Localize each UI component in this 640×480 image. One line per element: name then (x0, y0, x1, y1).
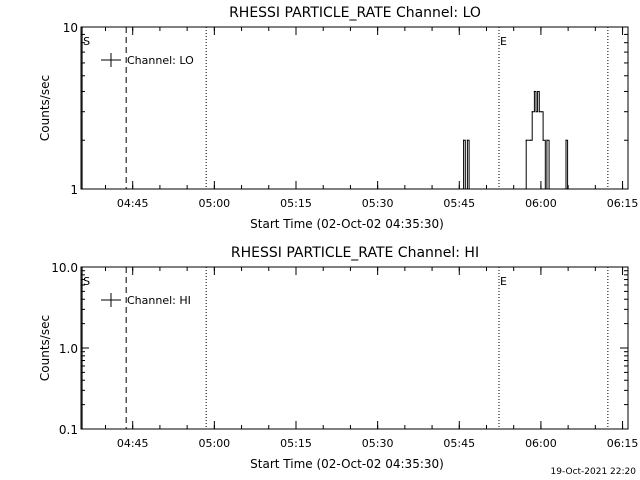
event-marker-label: S (83, 275, 90, 288)
x-axis-label: Start Time (02-Oct-02 04:35:30) (250, 457, 444, 471)
y-tick-label: 1.0 (59, 342, 78, 356)
y-tick-label: 0.1 (59, 423, 78, 437)
x-tick-label: 04:45 (117, 437, 149, 450)
data-point (535, 111, 537, 113)
x-tick-label: 05:45 (443, 197, 475, 210)
data-point (533, 90, 536, 93)
legend-label: Channel: LO (127, 54, 194, 67)
x-tick-label: 06:00 (525, 197, 557, 210)
data-point (542, 139, 544, 141)
event-marker-label: E (500, 35, 507, 48)
y-tick-label: 10.0 (51, 261, 78, 275)
plot-frame (80, 26, 629, 190)
data-point (525, 139, 527, 141)
x-tick-label: 05:00 (198, 197, 230, 210)
data-point (466, 139, 468, 141)
x-tick-label: 05:30 (362, 437, 394, 450)
timestamp-stamp: 19-Oct-2021 22:20 (551, 467, 637, 477)
data-point (468, 188, 470, 190)
data-point (461, 188, 463, 190)
data-series-line (462, 91, 569, 190)
legend-label: Channel: HI (127, 294, 191, 307)
data-point (565, 139, 567, 141)
data-point (530, 139, 532, 141)
plot-frame (80, 266, 629, 430)
data-point (537, 90, 539, 93)
data-point (544, 188, 546, 190)
data-point (464, 188, 466, 190)
x-axis-label: Start Time (02-Oct-02 04:35:30) (250, 217, 444, 231)
data-point (563, 188, 565, 190)
event-marker-label: S (83, 35, 90, 48)
data-point (531, 111, 533, 113)
y-tick-label: 1 (70, 183, 78, 197)
x-tick-label: 05:45 (443, 437, 475, 450)
data-point (538, 111, 540, 113)
x-tick-label: 05:15 (280, 437, 312, 450)
data-point (540, 111, 543, 113)
x-tick-label: 05:00 (198, 437, 230, 450)
x-tick-label: 04:45 (117, 197, 149, 210)
data-point (548, 188, 550, 190)
x-tick-label: 06:15 (607, 197, 639, 210)
chart-panel-1: RHESSI PARTICLE_RATE Channel: HI 04:45 05:… (38, 245, 638, 471)
chart-title: RHESSI PARTICLE_RATE Channel: HI (231, 245, 479, 261)
chart-panel-0: RHESSI PARTICLE_RATE Channel: LO 04:45 05:… (38, 5, 638, 231)
data-point (524, 188, 526, 190)
x-tick-label: 05:30 (362, 197, 394, 210)
x-tick-label: 05:15 (280, 197, 312, 210)
event-marker-label: E (500, 275, 507, 288)
y-tick-label: 10 (63, 21, 78, 35)
y-axis-label: Counts/sec (38, 315, 52, 381)
data-point (567, 188, 569, 190)
chart-title: RHESSI PARTICLE_RATE Channel: LO (229, 5, 481, 21)
panels: RHESSI PARTICLE_RATE Channel: LO 04:45 05:… (38, 5, 638, 471)
data-point (546, 139, 548, 141)
x-tick-label: 06:15 (607, 437, 639, 450)
data-point (463, 139, 465, 141)
y-axis-label: Counts/sec (38, 75, 52, 141)
x-tick-label: 06:00 (525, 437, 557, 450)
